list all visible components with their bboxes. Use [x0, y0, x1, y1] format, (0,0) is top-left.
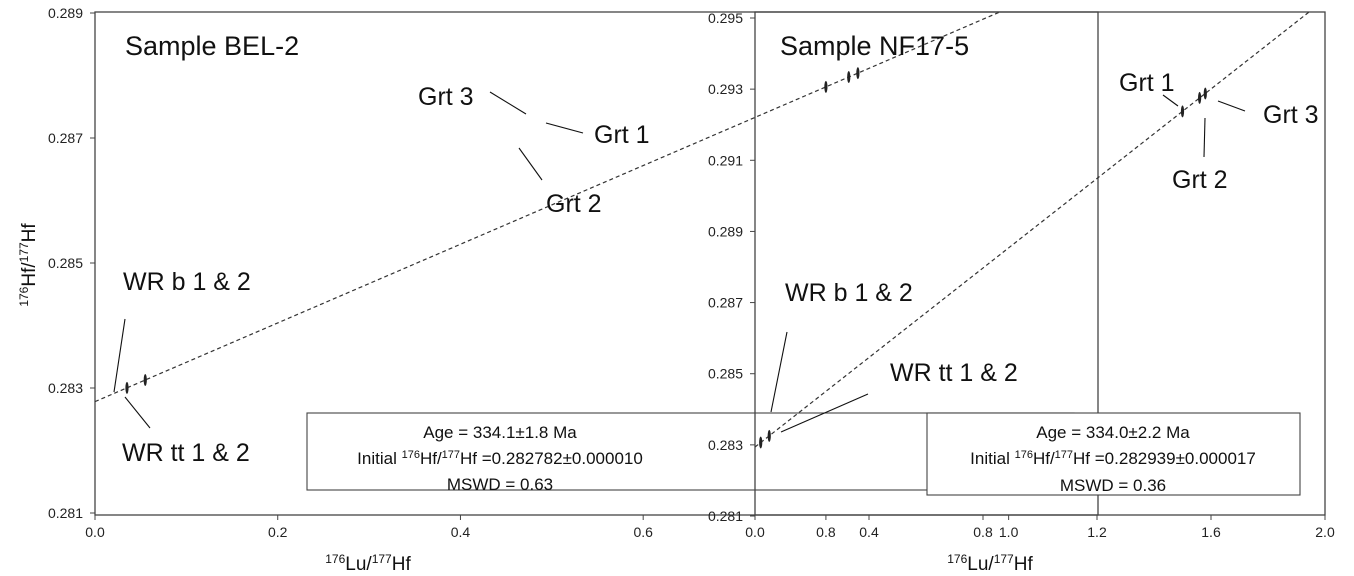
data-point [1198, 91, 1202, 104]
y-tick-label: 0.281 [708, 508, 743, 524]
axis-label-text: Hf [19, 223, 40, 243]
x-tick-label: 0.4 [859, 524, 879, 540]
ratio-text: Hf [1073, 449, 1090, 468]
initial-prefix: Initial [357, 449, 401, 468]
y-tick-label: 0.281 [48, 505, 83, 521]
point-leader-line [1217, 100, 1246, 112]
data-point [856, 67, 860, 80]
x-tick-label: 0.2 [268, 524, 288, 540]
y-tick-label: 0.293 [708, 81, 743, 97]
point-leader-line [518, 147, 543, 181]
point-label: WR tt 1 & 2 [890, 359, 1018, 387]
axis-label-text: Hf/ [19, 262, 40, 287]
x-tick-label: 1.2 [1087, 524, 1107, 540]
ratio-text: Hf/ [1033, 449, 1055, 468]
point-label: Grt 1 [1119, 69, 1175, 97]
age-text: Age = 334.1±1.8 Ma [423, 423, 577, 442]
x-axis-label: 176Lu/177Hf [325, 552, 411, 575]
y-tick-label: 0.283 [708, 437, 743, 453]
y-tick-label: 0.295 [708, 10, 743, 26]
initial-prefix: Initial [970, 449, 1014, 468]
superscript: 176 [402, 449, 420, 461]
point-label: WR b 1 & 2 [123, 268, 251, 296]
superscript: 176 [947, 552, 967, 566]
x-tick-label: 0.0 [85, 524, 105, 540]
superscript: 176 [1015, 449, 1033, 461]
y-tick-label: 0.287 [48, 130, 83, 146]
x-tick-label: 1.0 [999, 524, 1019, 540]
point-leader-line [1203, 117, 1206, 158]
data-point [143, 373, 147, 386]
point-label: WR tt 1 & 2 [122, 439, 250, 467]
superscript: 176 [17, 286, 31, 306]
data-point [767, 429, 771, 442]
y-tick-label: 0.289 [708, 223, 743, 239]
initial-value: =0.282939±0.000017 [1090, 449, 1256, 468]
superscript: 177 [442, 449, 460, 461]
y-tick-label: 0.285 [708, 366, 743, 382]
mswd-text: MSWD = 0.63 [447, 475, 553, 494]
initial-ratio-text: Initial 176Hf/177Hf =0.282939±0.000017 [970, 449, 1256, 468]
point-label: WR b 1 & 2 [785, 279, 913, 307]
x-tick-label: 0.8 [816, 524, 836, 540]
x-tick-label: 0.6 [633, 524, 653, 540]
y-axis-label: 176Hf/177Hf [17, 223, 40, 307]
y-tick-label: 0.291 [708, 152, 743, 168]
x-tick-label: 0.0 [745, 524, 765, 540]
age-text: Age = 334.0±2.2 Ma [1036, 423, 1190, 442]
x-tick-label: 1.6 [1201, 524, 1221, 540]
data-point [1203, 87, 1207, 100]
data-point [125, 381, 129, 394]
point-label: Grt 2 [546, 190, 602, 218]
x-tick-label: 0.8 [973, 524, 993, 540]
result-box [926, 412, 1301, 496]
data-point [847, 71, 851, 84]
axis-label-text: Lu/ [345, 554, 372, 575]
chart-panel-2: 0.0 0.4 0.8 1.2 1.6 2.0 0.281 0.283 0.285 0.287 0.… [708, 10, 1335, 575]
initial-ratio-text: Initial 176Hf/177Hf =0.282782±0.000010 [357, 449, 643, 468]
plot-frame [754, 11, 1326, 516]
point-label: Grt 3 [418, 83, 474, 111]
axis-label-text: Lu/ [967, 554, 994, 575]
sample-title: Sample BEL-2 [125, 31, 299, 61]
data-point [824, 80, 828, 93]
x-tick-label: 0.4 [451, 524, 471, 540]
axis-label-text: Hf [1014, 554, 1034, 575]
point-leader-line [1162, 94, 1179, 107]
initial-value: =0.282782±0.000010 [477, 449, 643, 468]
mswd-text: MSWD = 0.36 [1060, 476, 1166, 495]
point-leader-line [545, 122, 584, 134]
point-label: Grt 1 [594, 121, 650, 149]
point-leader-line [124, 396, 151, 429]
x-axis-label: 176Lu/177Hf [947, 552, 1033, 575]
y-tick-label: 0.285 [48, 255, 83, 271]
y-tick-label: 0.289 [48, 5, 83, 21]
superscript: 177 [17, 242, 31, 262]
point-leader-line [113, 318, 126, 393]
superscript: 177 [372, 552, 392, 566]
data-point [759, 436, 763, 449]
superscript: 177 [994, 552, 1014, 566]
point-label: Grt 3 [1263, 101, 1319, 129]
y-tick-label: 0.283 [48, 380, 83, 396]
sample-title: Sample NF17-5 [780, 31, 969, 61]
ratio-text: Hf [460, 449, 477, 468]
axis-label-text: Hf [392, 554, 412, 575]
superscript: 177 [1055, 449, 1073, 461]
isochron-line [754, 11, 1310, 448]
point-label: Grt 2 [1172, 166, 1228, 194]
point-leader-line [489, 91, 527, 115]
point-leader-line [770, 331, 788, 413]
x-tick-label: 2.0 [1315, 524, 1335, 540]
data-point [1180, 105, 1185, 118]
superscript: 176 [325, 552, 345, 566]
ratio-text: Hf/ [420, 449, 442, 468]
y-tick-label: 0.287 [708, 295, 743, 311]
point-leader-line [780, 393, 869, 433]
